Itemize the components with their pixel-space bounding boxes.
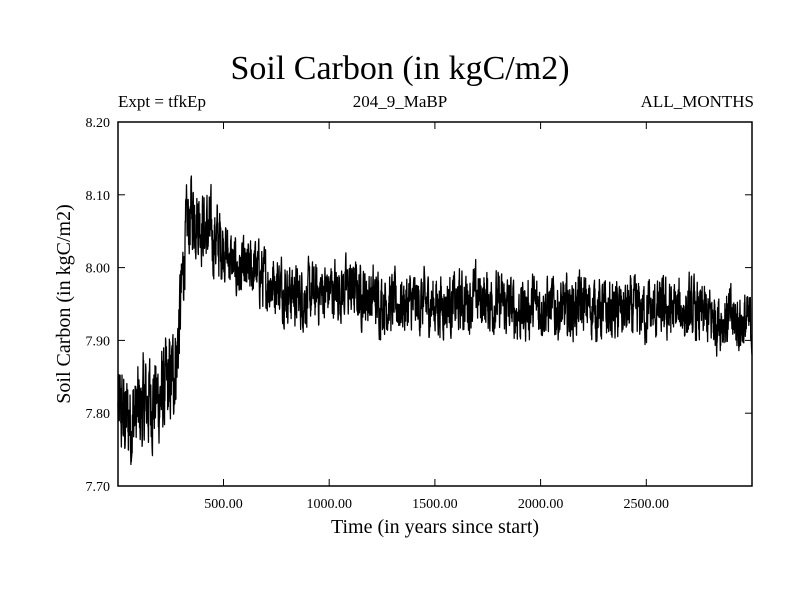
y-tick-label: 7.70 [86,480,111,495]
y-tick-label: 8.20 [86,116,111,131]
period-label: 204_9_MaBP [352,92,448,111]
x-tick-label: 1000.00 [306,497,352,512]
experiment-label: Expt = tfkEp [118,92,206,111]
x-tick-label: 500.00 [204,497,243,512]
months-label: ALL_MONTHS [640,92,754,111]
y-tick-label: 8.10 [86,189,111,204]
y-tick-label: 7.80 [86,407,111,422]
chart-title: Soil Carbon (in kgC/m2) [230,50,570,87]
series-layer [117,175,753,466]
x-axis-label: Time (in years since start) [331,516,539,538]
x-tick-label: 2000.00 [518,497,564,512]
y-axis: 7.70 7.80 7.90 8.00 8.10 8.20 [86,116,752,495]
x-axis: 500.00 1000.00 1500.00 2000.00 2500.00 [204,122,669,512]
x-tick-label: 2500.00 [624,497,670,512]
y-tick-label: 8.00 [86,262,111,277]
y-tick-label: 7.90 [86,334,111,349]
x-tick-label: 1500.00 [412,497,458,512]
soil-carbon-series-line [117,175,753,466]
y-axis-label: Soil Carbon (in kgC/m2) [53,204,75,403]
